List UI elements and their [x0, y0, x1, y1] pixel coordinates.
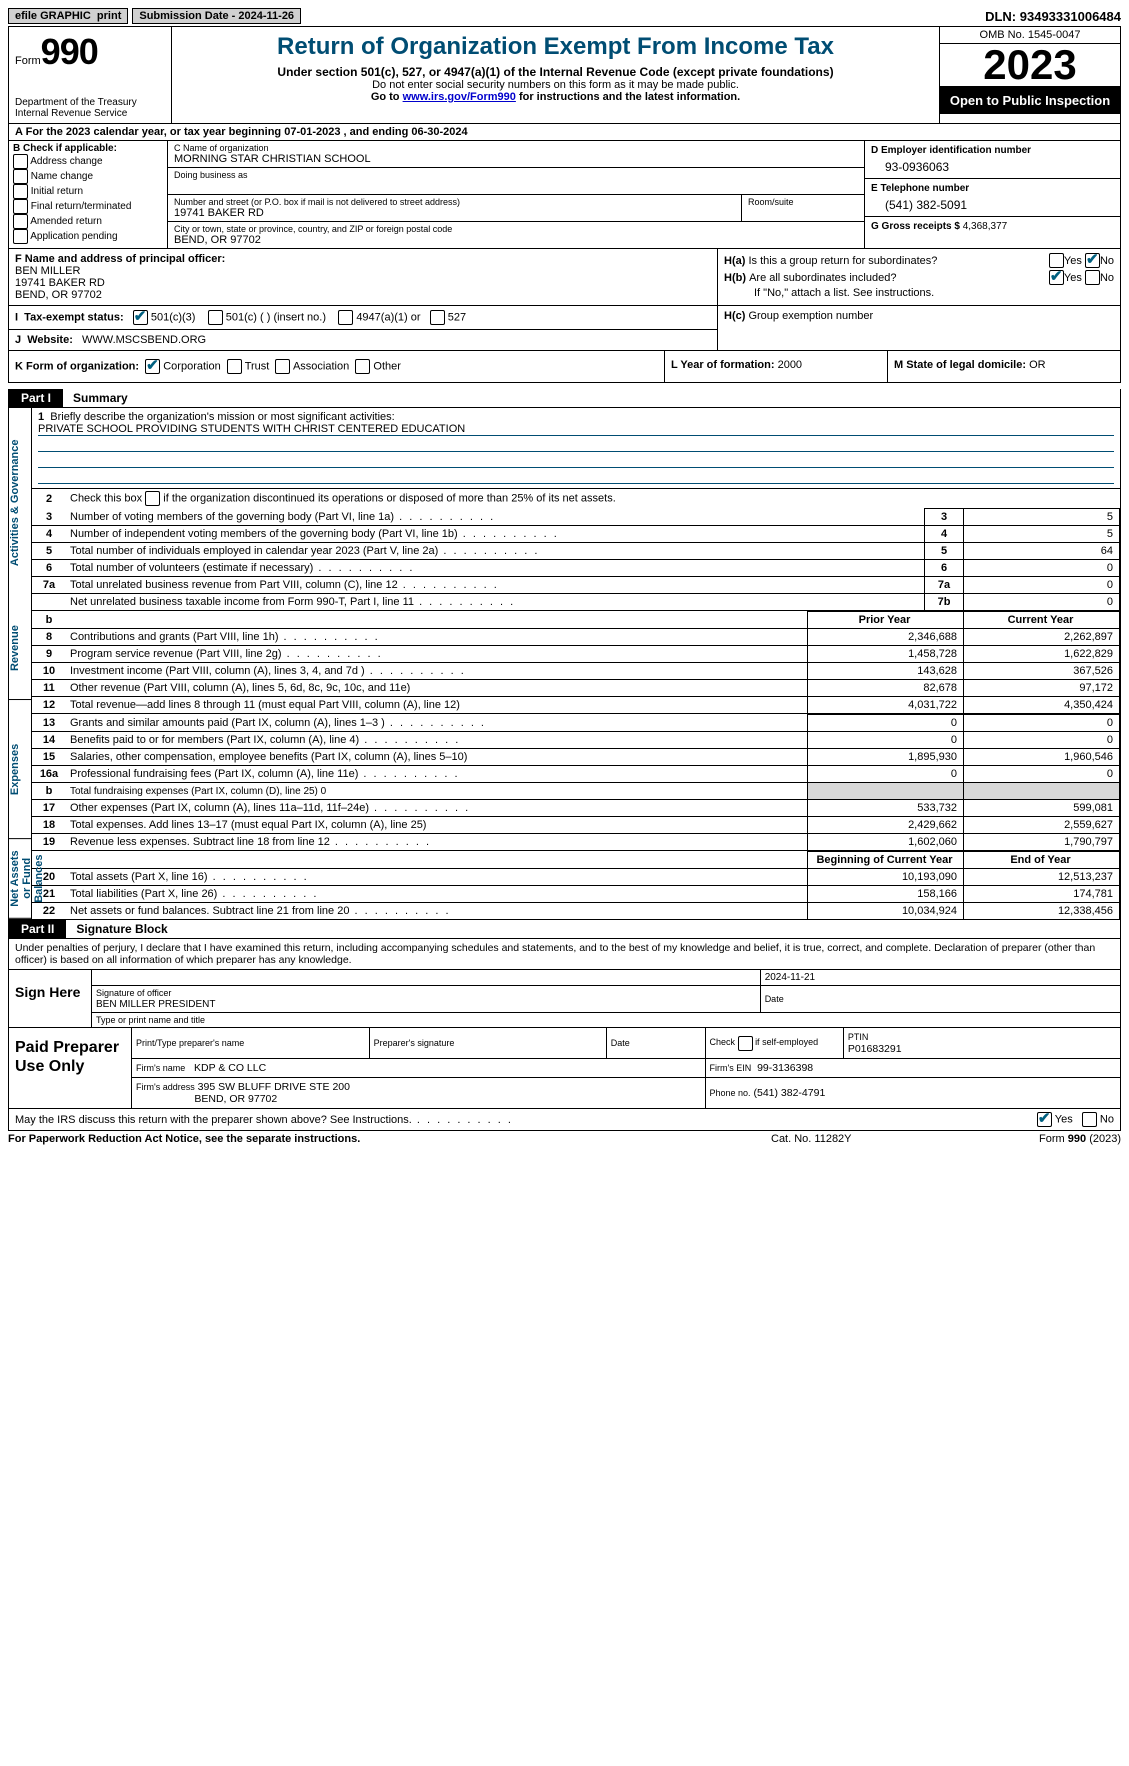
part1-header: Part I Summary: [8, 389, 1121, 408]
klm-block: K Form of organization: Corporation Trus…: [8, 351, 1121, 383]
officer-signature-name: BEN MILLER PRESIDENT: [96, 999, 215, 1010]
name-change-checkbox[interactable]: [13, 169, 28, 184]
expenses-table: 13Grants and similar amounts paid (Part …: [32, 714, 1120, 851]
telephone: (541) 382-5091: [871, 194, 1114, 212]
irs-yes-checkbox[interactable]: [1037, 1112, 1052, 1127]
form-title: Return of Organization Exempt From Incom…: [178, 33, 933, 61]
firm-ein: 99-3136398: [757, 1062, 813, 1074]
firm-address1: 395 SW BLUFF DRIVE STE 200: [198, 1081, 350, 1093]
state-domicile: OR: [1029, 359, 1046, 371]
part2-header: Part II Signature Block: [8, 920, 1121, 939]
final-return-checkbox[interactable]: [13, 199, 28, 214]
line2-checkbox[interactable]: [145, 491, 160, 506]
year-formation: 2000: [778, 359, 802, 371]
form-header: Form990 Department of the Treasury Inter…: [8, 26, 1121, 124]
officer-name: BEN MILLER: [15, 265, 80, 277]
ha-yes-checkbox[interactable]: [1049, 253, 1064, 268]
address-change-checkbox[interactable]: [13, 154, 28, 169]
entity-block: B Check if applicable: Address change Na…: [8, 141, 1121, 249]
ein: 93-0936063: [871, 156, 1114, 174]
501c3-checkbox[interactable]: [133, 310, 148, 325]
assoc-checkbox[interactable]: [275, 359, 290, 374]
org-street: 19741 BAKER RD: [174, 207, 735, 219]
mission-text: PRIVATE SCHOOL PROVIDING STUDENTS WITH C…: [38, 423, 1114, 436]
ij-block: I Tax-exempt status: 501(c)(3) 501(c) ( …: [8, 306, 1121, 351]
501c-checkbox[interactable]: [208, 310, 223, 325]
perjury-declaration: Under penalties of perjury, I declare th…: [8, 939, 1121, 969]
ha-no-checkbox[interactable]: [1085, 253, 1100, 268]
preparer-block: Paid Preparer Use Only Print/Type prepar…: [8, 1028, 1121, 1109]
gross-receipts: 4,368,377: [963, 221, 1008, 232]
hb-yes-checkbox[interactable]: [1049, 270, 1064, 285]
527-checkbox[interactable]: [430, 310, 445, 325]
dln: DLN: 93493331006484: [985, 9, 1121, 24]
section-h: H(a) Is this a group return for subordin…: [718, 249, 1120, 305]
tax-year-row: A For the 2023 calendar year, or tax yea…: [8, 124, 1121, 141]
trust-checkbox[interactable]: [227, 359, 242, 374]
section-b: B Check if applicable: Address change Na…: [9, 141, 168, 248]
other-checkbox[interactable]: [355, 359, 370, 374]
form-number: 990: [41, 31, 98, 72]
section-c: C Name of organization MORNING STAR CHRI…: [168, 141, 865, 248]
corp-checkbox[interactable]: [145, 359, 160, 374]
firm-address2: BEND, OR 97702: [194, 1093, 277, 1105]
application-pending-checkbox[interactable]: [13, 229, 28, 244]
irs-label: Internal Revenue Service: [15, 108, 165, 119]
section-deg: D Employer identification number 93-0936…: [865, 141, 1120, 248]
sign-date: 2024-11-21: [765, 972, 815, 983]
page-footer: For Paperwork Reduction Act Notice, see …: [8, 1131, 1121, 1147]
firm-name: KDP & CO LLC: [194, 1062, 266, 1074]
ssn-note: Do not enter social security numbers on …: [178, 79, 933, 91]
top-bar: efile GRAPHIC print Submission Date - 20…: [8, 8, 1121, 24]
header-right: OMB No. 1545-0047 2023 Open to Public In…: [940, 27, 1120, 123]
self-employed-checkbox[interactable]: [738, 1036, 753, 1051]
ptin: P01683291: [848, 1043, 902, 1055]
initial-return-checkbox[interactable]: [13, 184, 28, 199]
firm-phone: (541) 382-4791: [753, 1087, 825, 1099]
instructions-link[interactable]: www.irs.gov/Form990: [403, 91, 516, 103]
part1-body: Activities & Governance Revenue Expenses…: [8, 408, 1121, 920]
irs-no-checkbox[interactable]: [1082, 1112, 1097, 1127]
public-inspection: Open to Public Inspection: [940, 87, 1120, 114]
section-f: F Name and address of principal officer:…: [9, 249, 718, 305]
header-left: Form990 Department of the Treasury Inter…: [9, 27, 172, 123]
efile-print-button[interactable]: efile GRAPHIC print: [8, 8, 128, 24]
form-subtitle: Under section 501(c), 527, or 4947(a)(1)…: [178, 65, 933, 79]
header-mid: Return of Organization Exempt From Incom…: [172, 27, 940, 123]
submission-date-label: Submission Date - 2024-11-26: [132, 8, 301, 24]
governance-table: 2Check this box Check this box if the or…: [32, 489, 1120, 611]
website: WWW.MSCSBEND.ORG: [82, 334, 206, 346]
org-city: BEND, OR 97702: [174, 234, 858, 246]
amended-return-checkbox[interactable]: [13, 214, 28, 229]
4947-checkbox[interactable]: [338, 310, 353, 325]
org-name: MORNING STAR CHRISTIAN SCHOOL: [174, 153, 858, 165]
hb-no-checkbox[interactable]: [1085, 270, 1100, 285]
net-assets-table: Beginning of Current YearEnd of Year 20T…: [32, 851, 1120, 919]
revenue-table: bPrior YearCurrent Year 8Contributions a…: [32, 611, 1120, 714]
irs-discuss-row: May the IRS discuss this return with the…: [8, 1109, 1121, 1131]
fh-block: F Name and address of principal officer:…: [8, 249, 1121, 306]
tax-year: 2023: [940, 44, 1120, 87]
dept-treasury: Department of the Treasury: [15, 97, 165, 108]
sign-block: Sign Here 2024-11-21 Signature of office…: [8, 969, 1121, 1028]
part1-sidebar: Activities & Governance Revenue Expenses…: [9, 408, 32, 919]
